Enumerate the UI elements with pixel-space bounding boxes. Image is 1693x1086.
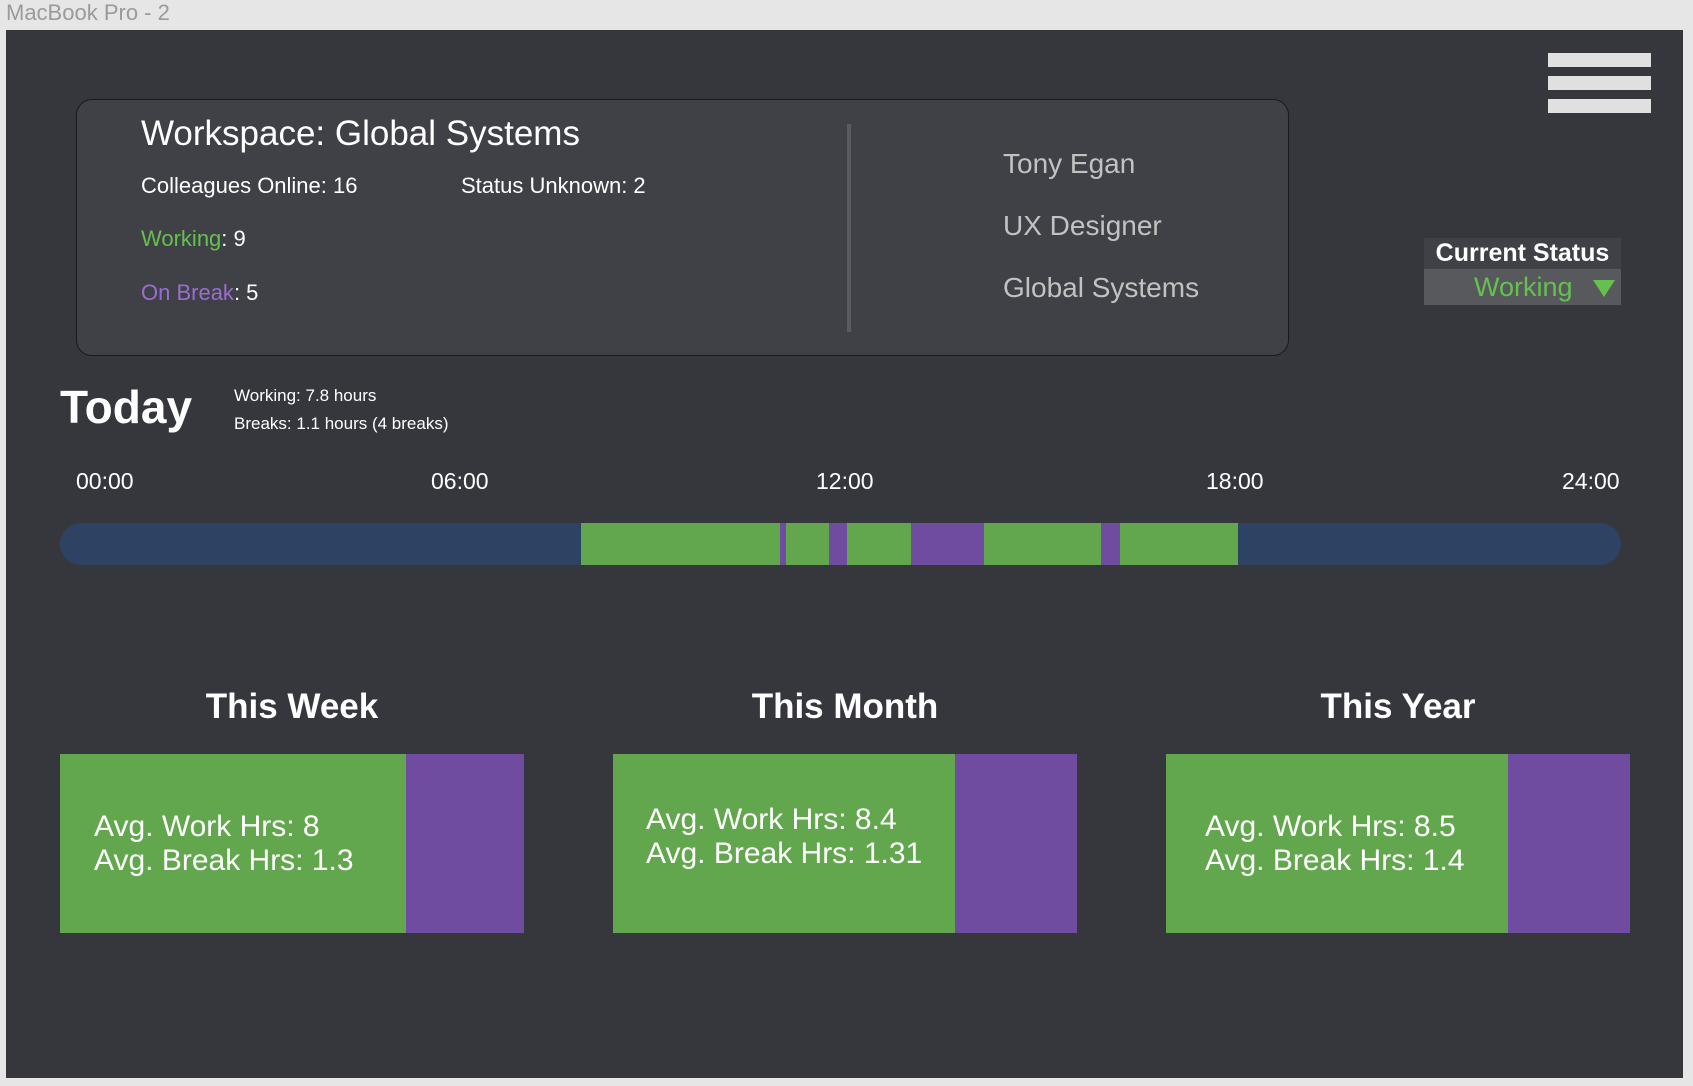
menu-bar-line (1548, 99, 1651, 113)
week-summary-card: Avg. Work Hrs: 8 Avg. Break Hrs: 1.3 (60, 754, 524, 933)
month-summary-text: Avg. Work Hrs: 8.4 Avg. Break Hrs: 1.31 (646, 803, 922, 871)
working-count-stat: Working: 9 (141, 226, 246, 252)
year-title: This Year (1320, 687, 1476, 726)
today-title: Today (60, 381, 193, 433)
timeline-break-segment (910, 523, 984, 565)
timeline-tick-label: 00:00 (76, 468, 134, 494)
week-avg-break: Avg. Break Hrs: 1.3 (94, 844, 354, 877)
timeline-break-segment (1100, 523, 1121, 565)
timeline-work-segment (581, 523, 780, 565)
timeline-break-segment (828, 523, 847, 565)
working-value: : 9 (221, 226, 246, 251)
today-break-hours: Breaks: 1.1 hours (4 breaks) (234, 414, 449, 433)
timeline-tick-label: 24:00 (1562, 468, 1620, 494)
timeline-break-segment (779, 523, 787, 565)
year-summary-text: Avg. Work Hrs: 8.5 Avg. Break Hrs: 1.4 (1205, 810, 1465, 878)
user-name: Tony Egan (1003, 148, 1136, 179)
current-status-label: Current Status (1424, 238, 1621, 269)
month-work-portion (613, 754, 955, 933)
timeline-work-segment (1120, 523, 1239, 565)
month-avg-break: Avg. Break Hrs: 1.31 (646, 837, 923, 870)
app-canvas: Workspace: Global Systems Colleagues Onl… (6, 30, 1683, 1078)
today-timeline (60, 523, 1621, 565)
user-role: UX Designer (1003, 210, 1162, 241)
week-work-portion (60, 754, 406, 933)
workspace-title: Workspace: Global Systems (141, 114, 580, 153)
status-unknown-stat: Status Unknown: 2 (461, 173, 646, 198)
card-divider (847, 124, 851, 332)
on-break-value: : 5 (233, 280, 259, 305)
month-avg-work: Avg. Work Hrs: 8.4 (646, 803, 897, 836)
timeline-work-segment (983, 523, 1101, 565)
colleagues-online-stat: Colleagues Online: 16 (141, 173, 358, 198)
workspace-card: Workspace: Global Systems Colleagues Onl… (76, 99, 1289, 356)
timeline-tick-label: 06:00 (431, 468, 489, 494)
on-break-label: On Break (141, 280, 234, 305)
year-avg-work: Avg. Work Hrs: 8.5 (1205, 810, 1456, 843)
today-working-hours: Working: 7.8 hours (234, 386, 377, 405)
year-avg-break: Avg. Break Hrs: 1.4 (1205, 844, 1465, 877)
year-summary-card: Avg. Work Hrs: 8.5 Avg. Break Hrs: 1.4 (1166, 754, 1630, 933)
working-label: Working (141, 226, 222, 251)
week-summary-text: Avg. Work Hrs: 8 Avg. Break Hrs: 1.3 (94, 810, 354, 878)
month-title: This Month (751, 687, 939, 726)
current-status-widget: Current Status Working (1424, 238, 1621, 305)
current-status-dropdown[interactable]: Working (1424, 269, 1621, 305)
timeline-work-segment (786, 523, 829, 565)
current-status-value: Working (1474, 272, 1573, 302)
menu-bar-line (1548, 53, 1651, 67)
on-break-count-stat: On Break: 5 (141, 280, 258, 306)
timeline-tick-label: 12:00 (816, 468, 874, 494)
timeline-work-segment (847, 523, 911, 565)
window-title: MacBook Pro - 2 (6, 0, 170, 25)
week-avg-work: Avg. Work Hrs: 8 (94, 810, 320, 843)
week-title: This Week (205, 687, 379, 726)
user-company: Global Systems (1003, 272, 1200, 303)
month-summary-card: Avg. Work Hrs: 8.4 Avg. Break Hrs: 1.31 (613, 754, 1077, 933)
hamburger-menu-icon[interactable] (1548, 53, 1651, 113)
menu-bar-line (1548, 76, 1651, 90)
timeline-tick-label: 18:00 (1206, 468, 1264, 494)
year-work-portion (1166, 754, 1508, 933)
chevron-down-icon (1593, 280, 1615, 297)
